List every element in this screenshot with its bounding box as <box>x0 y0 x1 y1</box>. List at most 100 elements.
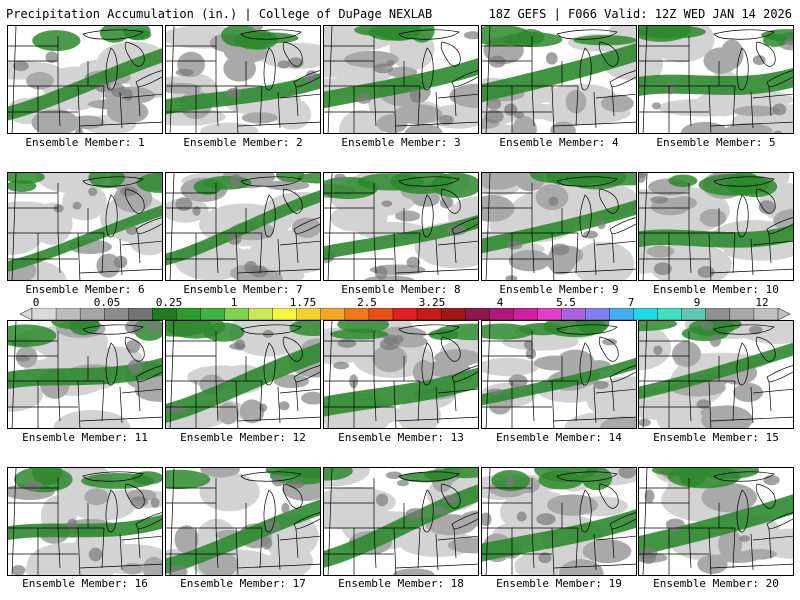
state-border <box>237 563 320 569</box>
state-border <box>119 238 123 276</box>
colorbar-tick-label: 3.25 <box>418 296 446 309</box>
precip-dark <box>749 325 763 335</box>
state-border <box>551 380 555 428</box>
member-label: Ensemble Member: 19 <box>496 577 622 590</box>
precip-dark <box>431 506 448 515</box>
state-border <box>235 85 239 133</box>
precip-mid <box>482 173 522 190</box>
ensemble-panel <box>638 172 794 281</box>
state-border <box>235 527 239 575</box>
precip-band <box>8 205 162 272</box>
precip-map <box>639 468 793 575</box>
precip-north <box>698 173 770 196</box>
precip-dark <box>113 255 128 269</box>
precip-dark <box>248 26 263 31</box>
precip-dark <box>773 130 783 133</box>
map-outlines <box>166 173 320 280</box>
precip-dark <box>523 340 534 350</box>
state-border <box>417 527 421 569</box>
state-border <box>11 173 17 280</box>
precip-band <box>639 342 793 400</box>
state-border <box>575 232 579 274</box>
map-outlines <box>639 173 793 280</box>
state-border <box>708 380 712 428</box>
state-border <box>279 93 320 99</box>
precip-dark <box>482 512 492 527</box>
colorbar-segment <box>585 308 611 320</box>
member-label: Ensemble Member: 8 <box>341 283 461 296</box>
member-label: Ensemble Member: 14 <box>496 431 622 444</box>
state-border <box>593 238 597 276</box>
precip-dark <box>701 321 714 331</box>
state-border <box>531 232 535 274</box>
colorbar-segment <box>489 308 514 320</box>
state-border <box>79 121 162 127</box>
colorbar-ramp <box>20 308 790 320</box>
state-border <box>57 232 61 274</box>
state-border <box>551 85 555 133</box>
precip-mid <box>291 217 320 238</box>
lake-erie <box>766 512 793 530</box>
precip-map <box>482 173 636 280</box>
state-border <box>553 563 636 569</box>
colorbar-segment <box>320 308 346 320</box>
precip-dark <box>525 348 537 360</box>
colorbar-tick-label: 12 <box>755 296 769 309</box>
state-border <box>395 121 478 127</box>
precip-band <box>324 484 478 568</box>
member-label: Ensemble Member: 15 <box>653 431 779 444</box>
precip-north <box>136 173 162 193</box>
precip-dark <box>709 334 722 347</box>
lake-michigan <box>579 342 592 386</box>
state-border <box>553 121 636 127</box>
state-border <box>237 416 320 422</box>
lake-erie <box>135 365 162 383</box>
precip-dark <box>386 59 395 67</box>
state-border <box>327 26 333 133</box>
precip-dark <box>288 480 304 489</box>
precip-dark <box>381 200 393 207</box>
map-outlines <box>8 321 162 428</box>
state-border <box>642 173 648 280</box>
precip-north <box>131 471 162 485</box>
precip-dark <box>506 240 523 250</box>
lake-superior <box>240 324 302 335</box>
member-label: Ensemble Member: 6 <box>25 283 145 296</box>
lake-erie <box>293 70 320 88</box>
member-label: Ensemble Member: 17 <box>180 577 306 590</box>
colorbar-segment <box>128 308 154 320</box>
state-border <box>553 268 636 274</box>
ensemble-panel <box>638 467 794 576</box>
lake-michigan <box>421 194 434 238</box>
precip-dark <box>650 196 669 204</box>
precip-mid <box>241 112 278 124</box>
lake-erie <box>293 217 320 235</box>
precip-mid <box>166 82 202 94</box>
header: Precipitation Accumulation (in.) | Colle… <box>0 0 800 24</box>
precip-dark <box>125 225 138 235</box>
state-border <box>137 233 141 264</box>
precip-dark <box>516 511 527 522</box>
precip-mid <box>680 121 729 133</box>
colorbar-segment <box>537 308 563 320</box>
precip-map <box>324 173 478 280</box>
precip-north <box>368 26 418 41</box>
precip-map <box>324 26 478 133</box>
state-border <box>732 380 736 422</box>
state-border <box>531 85 535 127</box>
colorbar-segment <box>681 308 707 320</box>
state-border <box>79 563 162 569</box>
ensemble-panel <box>7 467 163 576</box>
precip-dark <box>446 224 467 236</box>
precip-dark <box>597 219 606 230</box>
precip-north <box>668 174 698 188</box>
lake-huron <box>440 188 461 214</box>
lake-huron <box>598 188 619 214</box>
precip-band <box>8 514 162 541</box>
state-border <box>435 91 439 129</box>
precip-map <box>8 468 162 575</box>
precip-dark <box>696 399 711 409</box>
precip-dark <box>752 55 766 66</box>
state-border <box>237 121 320 127</box>
colorbar-segment <box>416 308 442 320</box>
